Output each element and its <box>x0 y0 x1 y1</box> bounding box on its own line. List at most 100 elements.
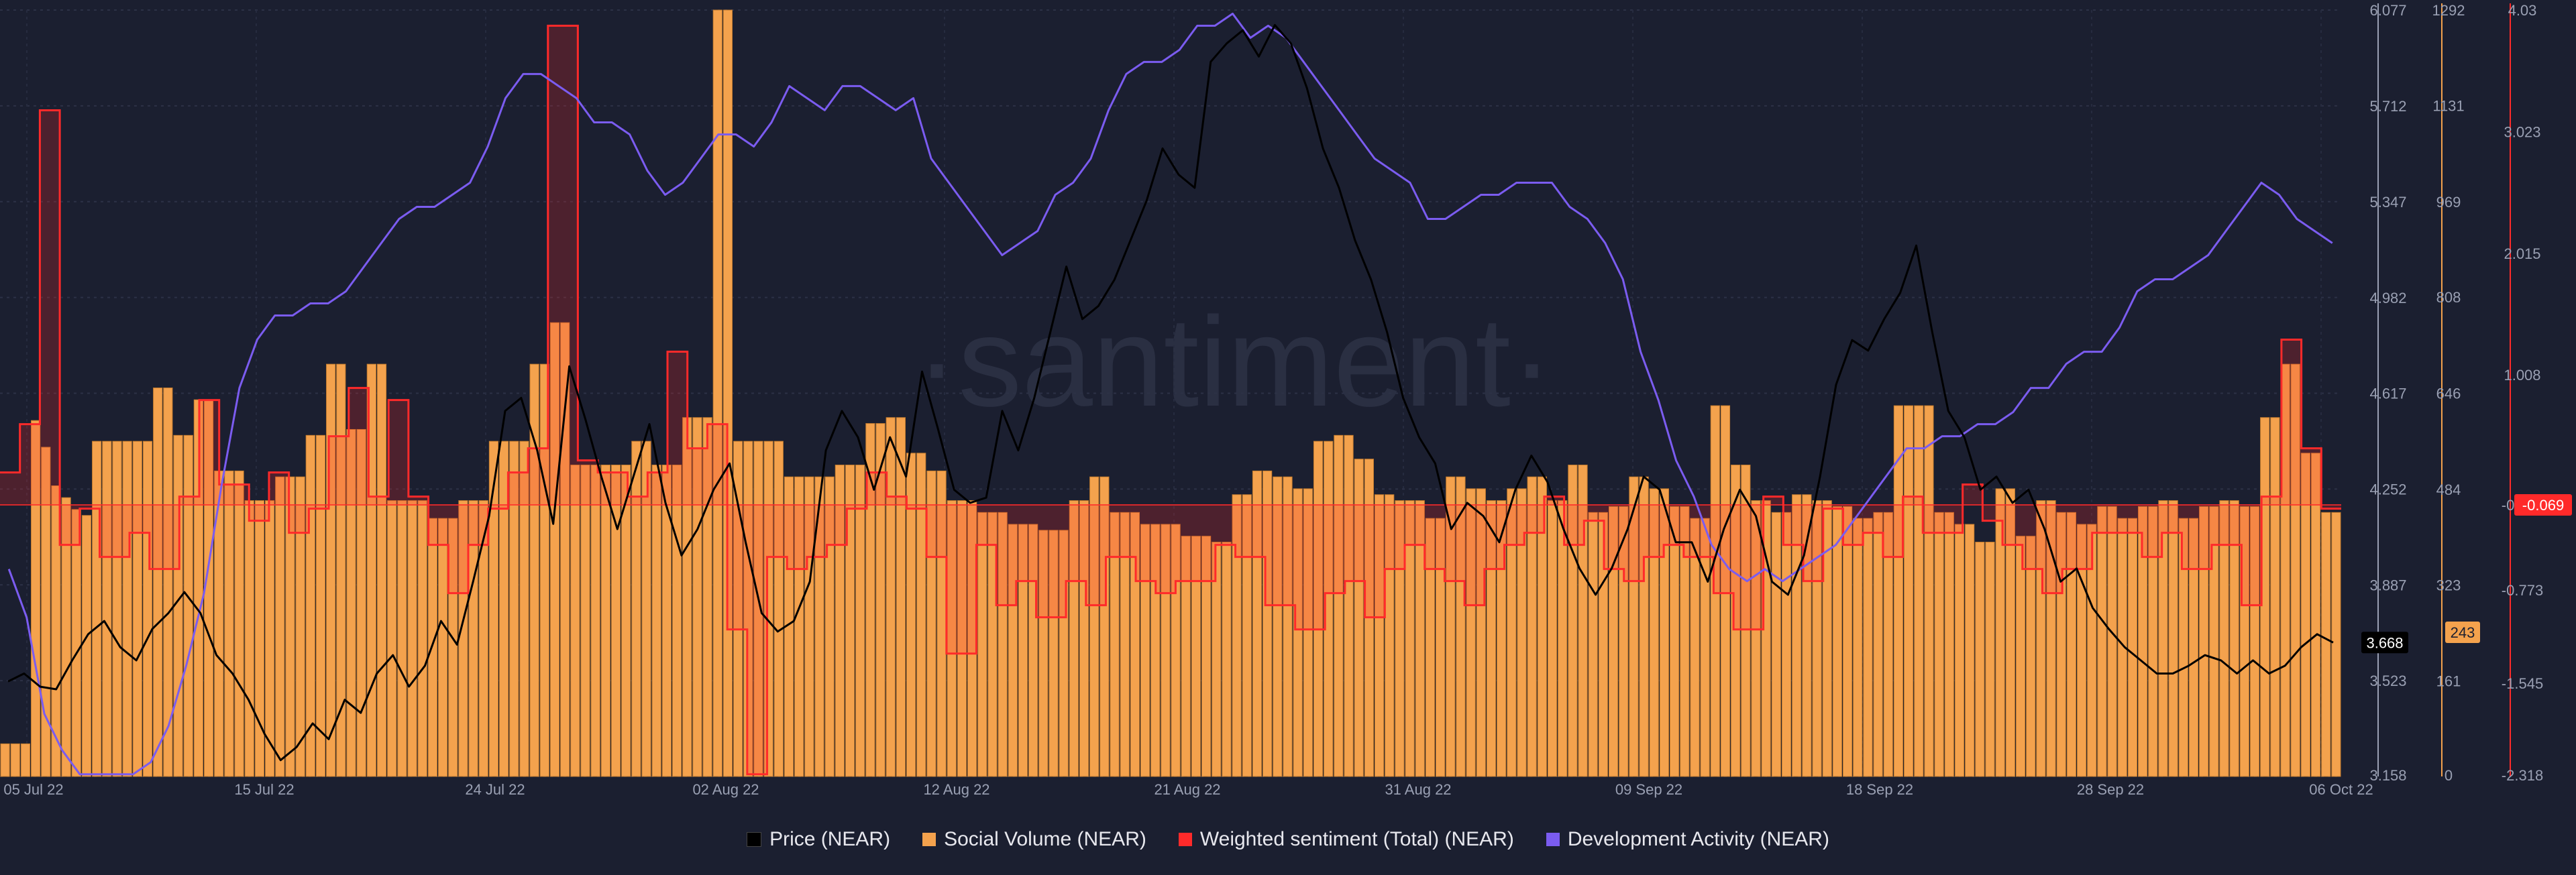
social-volume-bar <box>1110 512 1120 777</box>
social-volume-bar <box>1283 476 1293 777</box>
social-volume-bar <box>509 441 519 777</box>
social-volume-bar <box>1883 512 1893 777</box>
social-volume-bar <box>1578 465 1588 777</box>
social-volume-bar <box>804 476 814 777</box>
legend-item-price[interactable]: Price (NEAR) <box>747 828 890 851</box>
social-volume-bar <box>265 500 275 777</box>
social-volume-bar <box>1822 500 1832 777</box>
price-tick-label: 5.347 <box>2369 194 2406 211</box>
social-volume-bar <box>733 441 743 777</box>
social-volume-bar <box>1670 506 1680 777</box>
social-volume-bar <box>2331 512 2341 777</box>
social-volume-tick-label: 161 <box>2436 673 2461 690</box>
social-volume-bar <box>51 485 61 777</box>
x-tick-label: 06 Oct 22 <box>2309 781 2373 798</box>
price-tick-label: 4.982 <box>2369 290 2406 306</box>
social-volume-bar <box>743 441 753 777</box>
social-volume-bar <box>1944 512 1954 777</box>
price-line <box>7 23 2334 762</box>
sentiment-area <box>0 25 2341 774</box>
social-volume-bar <box>1720 405 1731 777</box>
social-volume-bar <box>1558 500 1568 777</box>
social-volume-bar <box>1405 500 1415 777</box>
social-volume-bar <box>1629 476 1639 777</box>
legend-item-dev-activity[interactable]: Development Activity (NEAR) <box>1546 828 1829 851</box>
x-tick-label: 15 Jul 22 <box>234 781 294 798</box>
social-volume-bar <box>1099 476 1110 777</box>
social-volume-bar <box>1731 465 1741 777</box>
social-volume-bar <box>621 465 631 777</box>
social-volume-bar <box>1232 494 1242 777</box>
social-volume-bar <box>1476 488 1486 777</box>
social-volume-bar <box>437 518 448 777</box>
social-volume-current-label: 243 <box>2451 624 2475 641</box>
social-volume-bar <box>2148 506 2158 777</box>
price-tick-label: 3.523 <box>2369 673 2406 689</box>
social-volume-bar <box>651 465 661 777</box>
social-volume-bar <box>753 441 763 777</box>
social-volume-bar <box>31 420 41 777</box>
social-volume-bar <box>2300 453 2310 777</box>
social-volume-bar <box>346 428 356 777</box>
social-volume-bar <box>2249 506 2260 777</box>
social-volume-bar <box>1934 512 1944 777</box>
social-volume-bar <box>2219 500 2229 777</box>
legend: Price (NEAR) Social Volume (NEAR) Weight… <box>0 823 2576 856</box>
social-volume-bar <box>2188 518 2199 777</box>
social-volume-bar <box>315 434 326 777</box>
social-volume-bar <box>0 743 10 777</box>
social-volume-bar <box>1792 494 1802 777</box>
legend-label-social-volume: Social Volume (NEAR) <box>944 828 1146 850</box>
social-volume-bar <box>407 500 417 777</box>
social-volume-bar <box>1680 506 1690 777</box>
social-volume-bar <box>244 500 254 777</box>
legend-item-sentiment[interactable]: Weighted sentiment (Total) (NEAR) <box>1178 828 1514 851</box>
legend-swatch-price <box>747 832 762 847</box>
social-volume-bar <box>2280 363 2290 777</box>
social-volume-bar <box>722 9 733 777</box>
social-volume-bar <box>417 500 427 777</box>
x-tick-label: 09 Sep 22 <box>1615 781 1682 798</box>
sentiment-current-label-box <box>2514 494 2572 516</box>
social-volume-bar <box>2178 518 2188 777</box>
social-volume-bar <box>1649 488 1659 777</box>
social-volume-bar <box>600 465 610 777</box>
legend-label-price: Price (NEAR) <box>769 828 891 850</box>
social-volume-bar <box>2321 512 2331 777</box>
social-volume-bar <box>488 441 499 777</box>
social-volume-bar <box>1242 494 1252 777</box>
social-volume-bar <box>2117 518 2127 777</box>
social-volume-bar <box>610 465 621 777</box>
social-volume-bars <box>0 9 2341 777</box>
x-tick-label: 31 Aug 22 <box>1385 781 1451 798</box>
social-volume-bar <box>906 453 916 777</box>
sentiment-tick-label: -0.773 <box>2502 582 2543 599</box>
social-volume-bar <box>1313 441 1324 777</box>
social-volume-bar <box>1049 530 1059 777</box>
social-volume-bar <box>926 470 936 777</box>
social-volume-bar <box>234 470 244 777</box>
social-volume-bar <box>1374 494 1385 777</box>
social-volume-bar <box>702 417 712 777</box>
social-volume-bar <box>1547 500 1558 777</box>
sentiment-tick-label: -1.545 <box>2502 675 2543 692</box>
social-volume-bar <box>2138 506 2148 777</box>
social-volume-bar <box>1181 536 1191 777</box>
social-volume-bar <box>885 417 896 777</box>
social-volume-bar <box>81 515 92 777</box>
social-volume-bar <box>549 322 560 777</box>
social-volume-bar <box>2229 500 2239 777</box>
social-volume-bar <box>1853 518 1863 777</box>
sentiment-line <box>0 24 2341 776</box>
social-volume-bar <box>2026 536 2036 777</box>
social-volume-bar <box>2270 417 2280 777</box>
social-volume-bar <box>92 441 102 777</box>
price-tick-label: 4.252 <box>2369 481 2406 498</box>
social-volume-bar <box>1273 476 1283 777</box>
social-volume-bar <box>1975 542 1985 777</box>
legend-item-social-volume[interactable]: Social Volume (NEAR) <box>922 828 1146 851</box>
social-volume-tick-label: 1292 <box>2432 2 2465 19</box>
social-volume-bar <box>835 465 845 777</box>
social-volume-bar <box>1832 506 1842 777</box>
social-volume-bar <box>1537 476 1547 777</box>
